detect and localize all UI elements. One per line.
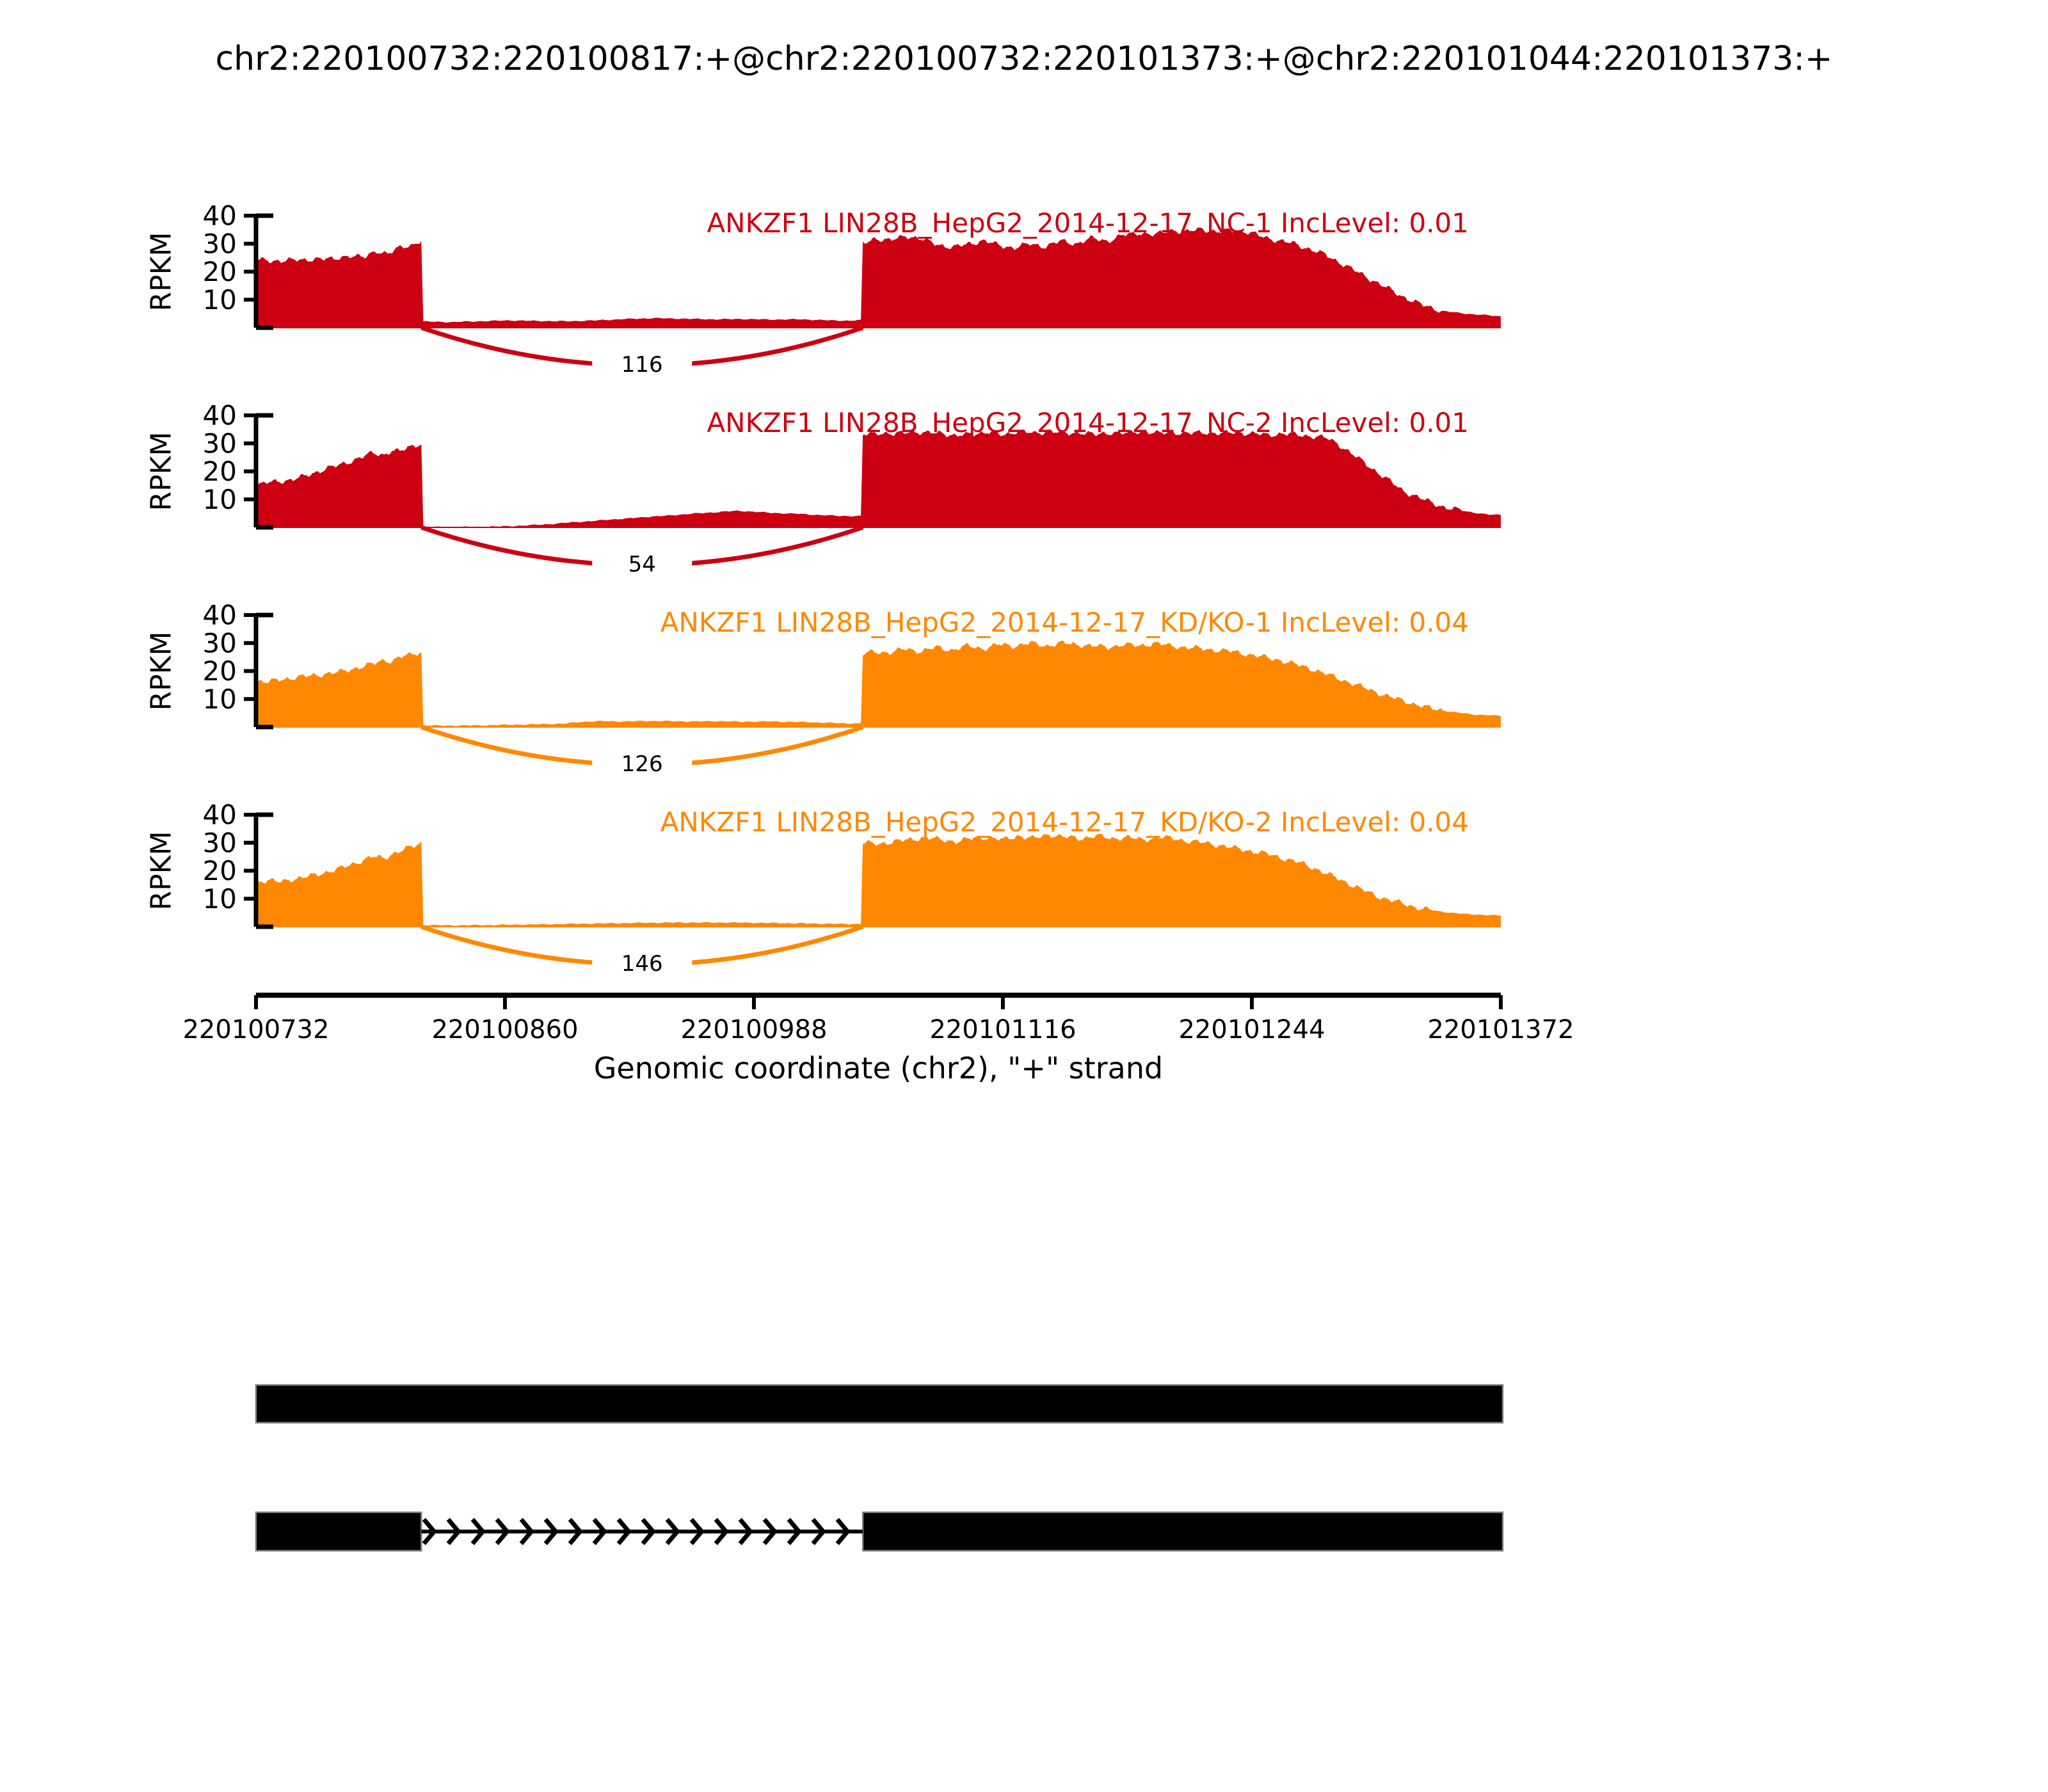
y-tick-label-track-4: 40 bbox=[203, 799, 237, 831]
strand-direction-arrow-icon bbox=[689, 1517, 705, 1546]
strand-direction-arrow-icon bbox=[714, 1517, 729, 1546]
track-label-4: ANKZF1 LIN28B_HepG2_2014-12-17_KD/KO-2 I… bbox=[660, 806, 1469, 838]
y-tick-label-track-3: 20 bbox=[203, 655, 237, 687]
strand-direction-arrow-icon bbox=[543, 1517, 559, 1546]
strand-direction-arrow-icon bbox=[422, 1517, 437, 1546]
x-tick-label: 220101116 bbox=[929, 1015, 1076, 1044]
y-axis-title-track-4: RPKM bbox=[145, 831, 178, 911]
y-tick-label-track-1: 20 bbox=[203, 256, 237, 287]
strand-direction-arrow-icon bbox=[665, 1517, 680, 1546]
y-axis-title-track-2: RPKM bbox=[145, 432, 178, 511]
y-tick-label-track-3: 40 bbox=[203, 600, 237, 631]
plot-title: chr2:220100732:220100817:+@chr2:22010073… bbox=[215, 40, 1833, 78]
strand-direction-arrow-icon bbox=[787, 1517, 802, 1546]
y-tick-label-track-2: 20 bbox=[203, 456, 237, 487]
coverage-area-track-4 bbox=[256, 833, 1501, 927]
y-tick-label-track-2: 30 bbox=[203, 428, 237, 459]
track-label-3: ANKZF1 LIN28B_HepG2_2014-12-17_KD/KO-1 I… bbox=[660, 607, 1469, 638]
strand-direction-arrow-icon bbox=[495, 1517, 510, 1546]
junction-read-count-track-3: 126 bbox=[621, 751, 663, 777]
junction-label-gap-track-1 bbox=[592, 349, 692, 380]
strand-direction-arrow-icon bbox=[568, 1517, 583, 1546]
y-tick-label-track-4: 20 bbox=[203, 855, 237, 886]
junction-read-count-track-2: 54 bbox=[628, 552, 656, 577]
y-axis-title-track-1: RPKM bbox=[145, 232, 178, 312]
strand-direction-arrow-icon bbox=[762, 1517, 778, 1546]
coverage-area-track-2 bbox=[256, 429, 1501, 527]
strand-direction-arrow-icon bbox=[641, 1517, 656, 1546]
x-axis-label: Genomic coordinate (chr2), "+" strand bbox=[593, 1051, 1164, 1085]
strand-direction-arrow-icon bbox=[446, 1517, 461, 1546]
y-tick-label-track-1: 30 bbox=[203, 228, 237, 259]
y-tick-label-track-4: 10 bbox=[203, 883, 237, 915]
coverage-area-track-3 bbox=[256, 641, 1501, 727]
y-tick-label-track-1: 10 bbox=[203, 284, 237, 316]
y-tick-label-track-2: 40 bbox=[203, 400, 237, 431]
y-tick-label-track-3: 10 bbox=[203, 684, 237, 715]
x-tick-label: 220100860 bbox=[431, 1015, 578, 1044]
exon-block-isoform-1 bbox=[255, 1384, 1504, 1424]
strand-direction-arrow-icon bbox=[811, 1517, 826, 1546]
strand-direction-arrow-icon bbox=[519, 1517, 534, 1546]
y-tick-label-track-1: 40 bbox=[203, 200, 237, 232]
exon-block-isoform-2 bbox=[861, 1511, 1504, 1552]
junction-label-gap-track-2 bbox=[592, 548, 692, 579]
x-tick-label: 220100732 bbox=[182, 1015, 329, 1044]
track-label-1: ANKZF1 LIN28B_HepG2_2014-12-17_NC-1 IncL… bbox=[707, 207, 1469, 239]
junction-read-count-track-4: 146 bbox=[621, 951, 663, 977]
y-tick-label-track-2: 10 bbox=[203, 484, 237, 515]
exon-block-isoform-2 bbox=[255, 1511, 422, 1552]
strand-direction-arrow-icon bbox=[470, 1517, 486, 1546]
strand-direction-arrow-icon bbox=[592, 1517, 607, 1546]
track-label-2: ANKZF1 LIN28B_HepG2_2014-12-17_NC-2 IncL… bbox=[707, 407, 1469, 438]
coverage-area-track-1 bbox=[256, 227, 1501, 328]
y-tick-label-track-3: 30 bbox=[203, 627, 237, 659]
junction-label-gap-track-4 bbox=[592, 948, 692, 979]
y-axis-title-track-3: RPKM bbox=[145, 632, 178, 711]
strand-direction-arrow-icon bbox=[616, 1517, 632, 1546]
junction-label-gap-track-3 bbox=[592, 748, 692, 779]
junction-read-count-track-1: 116 bbox=[621, 352, 663, 378]
x-tick-label: 220101244 bbox=[1178, 1015, 1325, 1044]
strand-direction-arrow-icon bbox=[835, 1517, 851, 1546]
x-tick-label: 220101372 bbox=[1427, 1015, 1574, 1044]
x-tick-label: 220100988 bbox=[680, 1015, 827, 1044]
strand-direction-arrow-icon bbox=[738, 1517, 753, 1546]
y-tick-label-track-4: 30 bbox=[203, 827, 237, 858]
